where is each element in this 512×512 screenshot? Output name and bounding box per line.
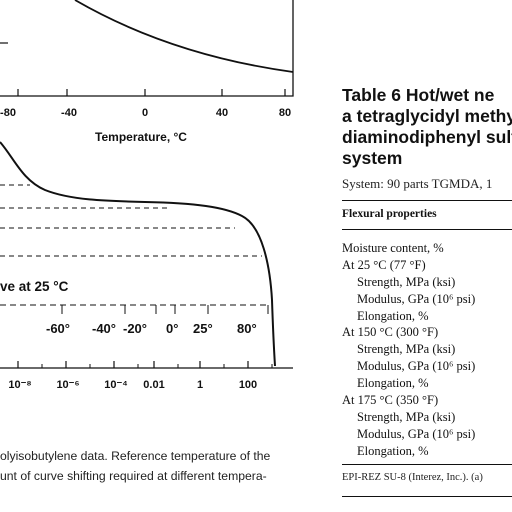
top-graph [0,0,294,97]
shift-temp-label: -60° [46,321,70,336]
table-top-rule [342,200,512,201]
top-graph-frame [0,0,294,97]
shift-temp-label: -40° [92,321,116,336]
table-row: Elongation, % [357,376,429,391]
table-row: At 25 °C (77 °F) [342,257,426,272]
top-x-tick-label: 40 [216,107,228,119]
top-graph-labels: -80 -40 0 40 80 Temperature, °C [0,107,291,144]
bottom-x-tick-label: 100 [239,379,257,391]
table-bottom-rule [342,464,512,465]
top-x-tick-label: 80 [279,107,291,119]
shift-temp-label: 25° [193,321,213,336]
bottom-graph-labels: ve at 25 °C -60° -40° -20° 0° 25° 80° 10… [0,279,257,391]
bottom-graph [0,141,293,369]
system-description: System: 90 parts TGMDA, 1 [342,176,493,191]
section-header: Flexural properties [342,208,437,220]
table-row: Modulus, GPa (10⁶ psi) [357,359,476,374]
table-row: Modulus, GPa (10⁶ psi) [357,291,476,306]
reference-annotation: ve at 25 °C [0,279,69,294]
top-x-tick-label: 0 [142,107,148,119]
table-row: At 175 °C (350 °F) [342,393,439,408]
bottom-x-tick-label: 10⁻⁶ [56,379,79,391]
table-row: Elongation, % [357,308,429,323]
top-x-axis-label: Temperature, °C [95,130,187,144]
table-row: Elongation, % [357,443,429,458]
table-row: Modulus, GPa (10⁶ psi) [357,426,476,441]
footnote-rule [342,496,512,497]
shift-temp-label: -20° [123,321,147,336]
table-title-line: diaminodiphenyl sulf [342,127,512,147]
table-title-line: system [342,148,403,168]
table-row: Strength, MPa (ksi) [357,409,456,424]
header-rule [342,229,512,230]
bottom-x-tick-label: 0.01 [143,379,164,391]
bottom-x-tick-label: 10⁻⁸ [8,379,31,391]
table-rows: Moisture content, % At 25 °C (77 °F) Str… [342,240,475,460]
table-row: Strength, MPa (ksi) [357,342,456,357]
table-footnote: EPI-REZ SU-8 (Interez, Inc.). (a) [342,472,483,483]
caption-line: unt of curve shifting required at differ… [0,469,267,483]
bottom-x-tick-label: 1 [197,379,203,391]
master-curve [0,141,276,367]
table-row: At 150 °C (300 °F) [342,325,439,340]
top-x-tick-label: -80 [0,107,16,119]
shift-temp-label: 0° [166,321,178,336]
top-graph-curve [74,0,294,73]
figure-caption: olyisobutylene data. Reference temperatu… [0,446,320,486]
table-title-line: a tetraglycidyl methy [342,106,512,126]
table-row: Strength, MPa (ksi) [357,274,456,289]
shift-temp-label: 80° [237,321,257,336]
top-x-tick-label: -40 [61,107,77,119]
table-title-line: Table 6 Hot/wet ne [342,85,495,105]
table-row: Moisture content, % [342,241,444,255]
table-title: Table 6 Hot/wet ne a tetraglycidyl methy… [342,85,512,169]
bottom-x-tick-label: 10⁻⁴ [104,379,127,391]
caption-line: olyisobutylene data. Reference temperatu… [0,449,271,463]
